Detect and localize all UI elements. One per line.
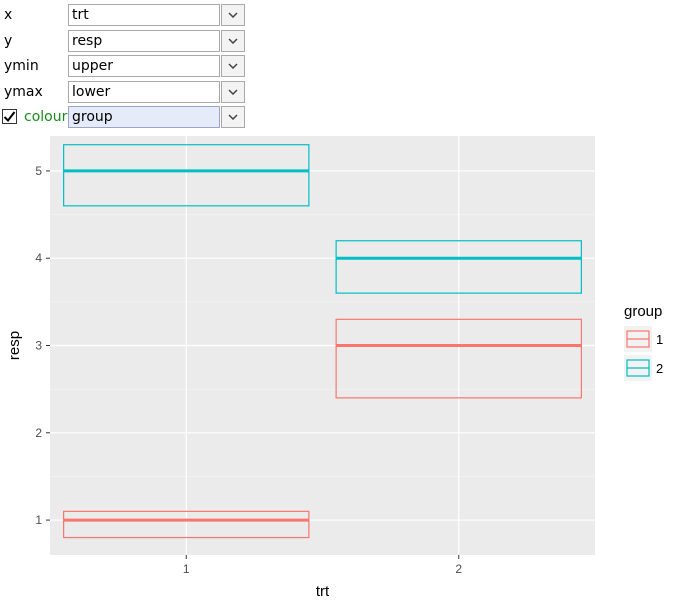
x-tick-label: 1 (183, 562, 190, 576)
crossbar-box (335, 318, 582, 399)
y-axis-title: resp (6, 331, 23, 360)
y-tick-label: 5 (35, 164, 42, 178)
x-tick-label: 2 (455, 562, 462, 576)
colour-checkbox[interactable] (2, 109, 17, 124)
colour-label: colour (24, 109, 68, 125)
chevron-down-icon (228, 89, 238, 95)
chevron-down-icon (228, 114, 238, 120)
crossbar-chart: 1 2 3 4 5 1 2 trt resp group 1 2 (6, 136, 663, 600)
y-label: y (4, 33, 13, 49)
y-tick-label: 2 (35, 426, 42, 440)
legend-label: 1 (656, 332, 663, 347)
x-select[interactable]: trt (68, 4, 220, 26)
x-axis-title: trt (316, 583, 330, 600)
y-dropdown-button[interactable] (221, 30, 245, 52)
y-tick-label: 3 (35, 339, 42, 353)
colour-dropdown-button[interactable] (221, 106, 245, 128)
colour-control-row: colour group (0, 106, 250, 130)
y-control-row: y resp (0, 30, 250, 54)
ymin-select[interactable]: upper (68, 55, 220, 77)
y-select[interactable]: resp (68, 30, 220, 52)
chevron-down-icon (228, 12, 238, 18)
x-label: x (4, 7, 13, 23)
crossbar-box (63, 510, 310, 539)
y-tick-label: 1 (35, 513, 42, 527)
crossbar-box (63, 144, 310, 207)
legend-title: group (624, 303, 662, 320)
ymin-label: ymin (4, 58, 39, 74)
x-control-row: x trt (0, 4, 250, 28)
chevron-down-icon (228, 63, 238, 69)
x-dropdown-button[interactable] (221, 4, 245, 26)
crossbar-box (335, 240, 582, 294)
ymin-control-row: ymin upper (0, 55, 250, 79)
ymax-dropdown-button[interactable] (221, 81, 245, 103)
ymax-label: ymax (4, 84, 43, 100)
chevron-down-icon (228, 38, 238, 44)
colour-select[interactable]: group (68, 106, 220, 128)
checkmark-icon (3, 111, 16, 123)
y-tick-label: 4 (35, 251, 42, 265)
ymax-control-row: ymax lower (0, 81, 250, 105)
legend-label: 2 (656, 361, 663, 376)
ymax-select[interactable]: lower (68, 81, 220, 103)
ymin-dropdown-button[interactable] (221, 55, 245, 77)
